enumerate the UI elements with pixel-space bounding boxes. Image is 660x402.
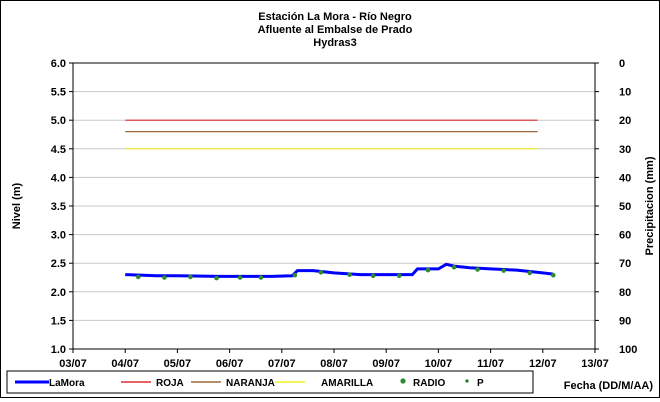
y2-tick-label: 30	[619, 144, 631, 156]
legend-box	[6, 370, 534, 394]
legend-label-naranja: NARANJA	[226, 378, 275, 389]
x-tick-label: 04/07	[111, 358, 139, 370]
series-point-radio	[135, 274, 141, 280]
x-tick-label: 05/07	[164, 358, 192, 370]
y2-tick-label: 10	[619, 87, 631, 99]
series-line-lamora	[125, 262, 554, 278]
y2-tick-label: 100	[619, 344, 637, 356]
series-point-radio	[370, 273, 376, 279]
x-tick-label: 07/07	[268, 358, 296, 370]
series-point-radio	[214, 275, 219, 281]
y-tick-label: 5.5	[51, 87, 66, 99]
y-tick-label: 2.5	[51, 258, 66, 270]
y-tick-label: 3.5	[51, 201, 66, 213]
series-point-radio	[475, 267, 480, 272]
series-point-radio	[527, 270, 533, 276]
x-tick-label: 11/07	[477, 358, 504, 370]
series-point-radio	[292, 272, 298, 278]
y2-tick-label: 0	[619, 58, 625, 70]
y-tick-label: 2.0	[51, 287, 66, 299]
series-point-radio	[237, 275, 243, 280]
series-point-radio	[425, 267, 431, 273]
series-point-radio	[258, 275, 264, 280]
series-point-radio	[162, 275, 167, 280]
legend-label-p: P	[477, 378, 484, 389]
x-tick-label: 06/07	[216, 358, 244, 370]
y2-tick-label: 20	[619, 115, 631, 127]
chart-title-line-3: Hydras3	[313, 37, 356, 49]
legend-swatch-p	[465, 379, 469, 383]
y2-tick-label: 80	[619, 287, 631, 299]
series-point-radio	[396, 273, 402, 279]
x-axis-title: Fecha (DD/M/AA)	[564, 380, 654, 392]
series-point-radio	[550, 272, 556, 278]
y2-tick-label: 70	[619, 258, 631, 270]
y-tick-label: 6.0	[51, 58, 66, 70]
series-point-radio	[451, 264, 457, 270]
y-tick-label: 1.0	[51, 344, 66, 356]
y-tick-label: 3.0	[51, 230, 66, 242]
y2-axis-title: Precipitacion (mm)	[644, 156, 656, 255]
series-point-radio	[318, 270, 324, 275]
chart-title-line-1: Estación La Mora - Río Negro	[258, 11, 412, 23]
legend-swatch-radio	[400, 378, 406, 384]
legend-label-amarilla: AMARILLA	[321, 378, 373, 389]
x-tick-label: 03/07	[59, 358, 87, 370]
series-point-radio	[501, 268, 506, 273]
legend-label-radio: RADIO	[413, 378, 445, 389]
y-tick-label: 4.5	[51, 144, 66, 156]
x-tick-label: 09/07	[372, 358, 400, 370]
x-tick-label: 13/07	[581, 358, 609, 370]
y-tick-label: 4.0	[51, 172, 66, 184]
legend-label-roja: ROJA	[156, 378, 184, 389]
y2-tick-label: 40	[619, 172, 631, 184]
y2-tick-label: 90	[619, 315, 631, 327]
y2-tick-label: 60	[619, 230, 631, 242]
x-tick-label: 12/07	[529, 358, 557, 370]
series-point-radio	[347, 272, 352, 277]
y-axis-title: Nivel (m)	[11, 182, 23, 229]
legend-label-lamora: LaMora	[49, 378, 85, 389]
x-tick-label: 08/07	[320, 358, 348, 370]
chart-title-line-2: Afluente al Embalse de Prado	[258, 24, 413, 36]
y2-tick-label: 50	[619, 201, 631, 213]
series-point-radio	[188, 274, 193, 280]
y-tick-label: 1.5	[51, 315, 66, 327]
y-tick-label: 5.0	[51, 115, 66, 127]
x-tick-label: 10/07	[425, 358, 453, 370]
